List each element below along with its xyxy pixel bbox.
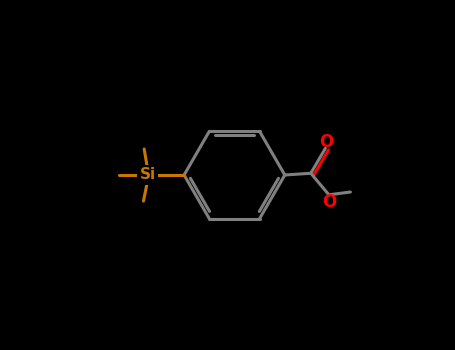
Text: Si: Si [140, 168, 156, 182]
Text: O: O [318, 133, 333, 151]
Text: O: O [322, 193, 336, 211]
